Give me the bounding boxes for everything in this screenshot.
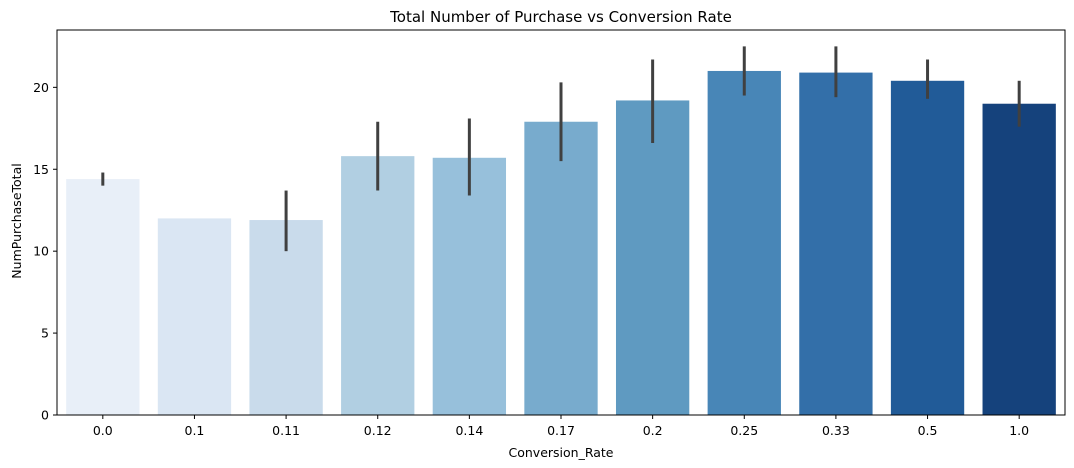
- y-tick-label: 15: [33, 162, 49, 177]
- y-tick-label: 5: [41, 326, 49, 341]
- x-tick-label: 0.0: [93, 423, 113, 438]
- x-tick-label: 0.17: [547, 423, 575, 438]
- plot-frame: [56, 29, 1066, 416]
- x-tick-label: 1.0: [1009, 423, 1029, 438]
- x-tick-label: 0.25: [730, 423, 758, 438]
- y-tick-label: 20: [33, 80, 49, 95]
- y-axis: 0 5 10 15 20: [33, 80, 57, 423]
- x-tick-label: 0.14: [455, 423, 483, 438]
- bars-group: [66, 70, 1056, 416]
- x-tick-label: 0.12: [364, 423, 392, 438]
- bar: [66, 179, 140, 415]
- bar: [890, 80, 965, 415]
- chart-title: Total Number of Purchase vs Conversion R…: [389, 8, 732, 26]
- bar: [799, 72, 873, 416]
- bar: [157, 218, 232, 415]
- bar: [982, 103, 1056, 416]
- error-bars-group: [101, 46, 1021, 252]
- bar: [707, 70, 781, 415]
- x-tick-label: 0.2: [643, 423, 663, 438]
- y-axis-label: NumPurchaseTotal: [9, 163, 24, 278]
- bar: [524, 121, 598, 415]
- y-tick-label: 10: [33, 244, 49, 259]
- x-tick-label: 0.33: [822, 423, 850, 438]
- x-axis: 0.0 0.1 0.11 0.12 0.14 0.17 0.2 0.25 0.33 0.5 1.0: [93, 415, 1029, 438]
- bar: [249, 220, 323, 415]
- x-axis-label: Conversion_Rate: [509, 445, 614, 460]
- bar: [341, 156, 415, 416]
- bar: [615, 100, 690, 415]
- y-tick-label: 0: [41, 408, 49, 423]
- x-tick-label: 0.1: [185, 423, 205, 438]
- x-tick-label: 0.11: [272, 423, 300, 438]
- bar: [432, 157, 507, 415]
- x-tick-label: 0.5: [918, 423, 938, 438]
